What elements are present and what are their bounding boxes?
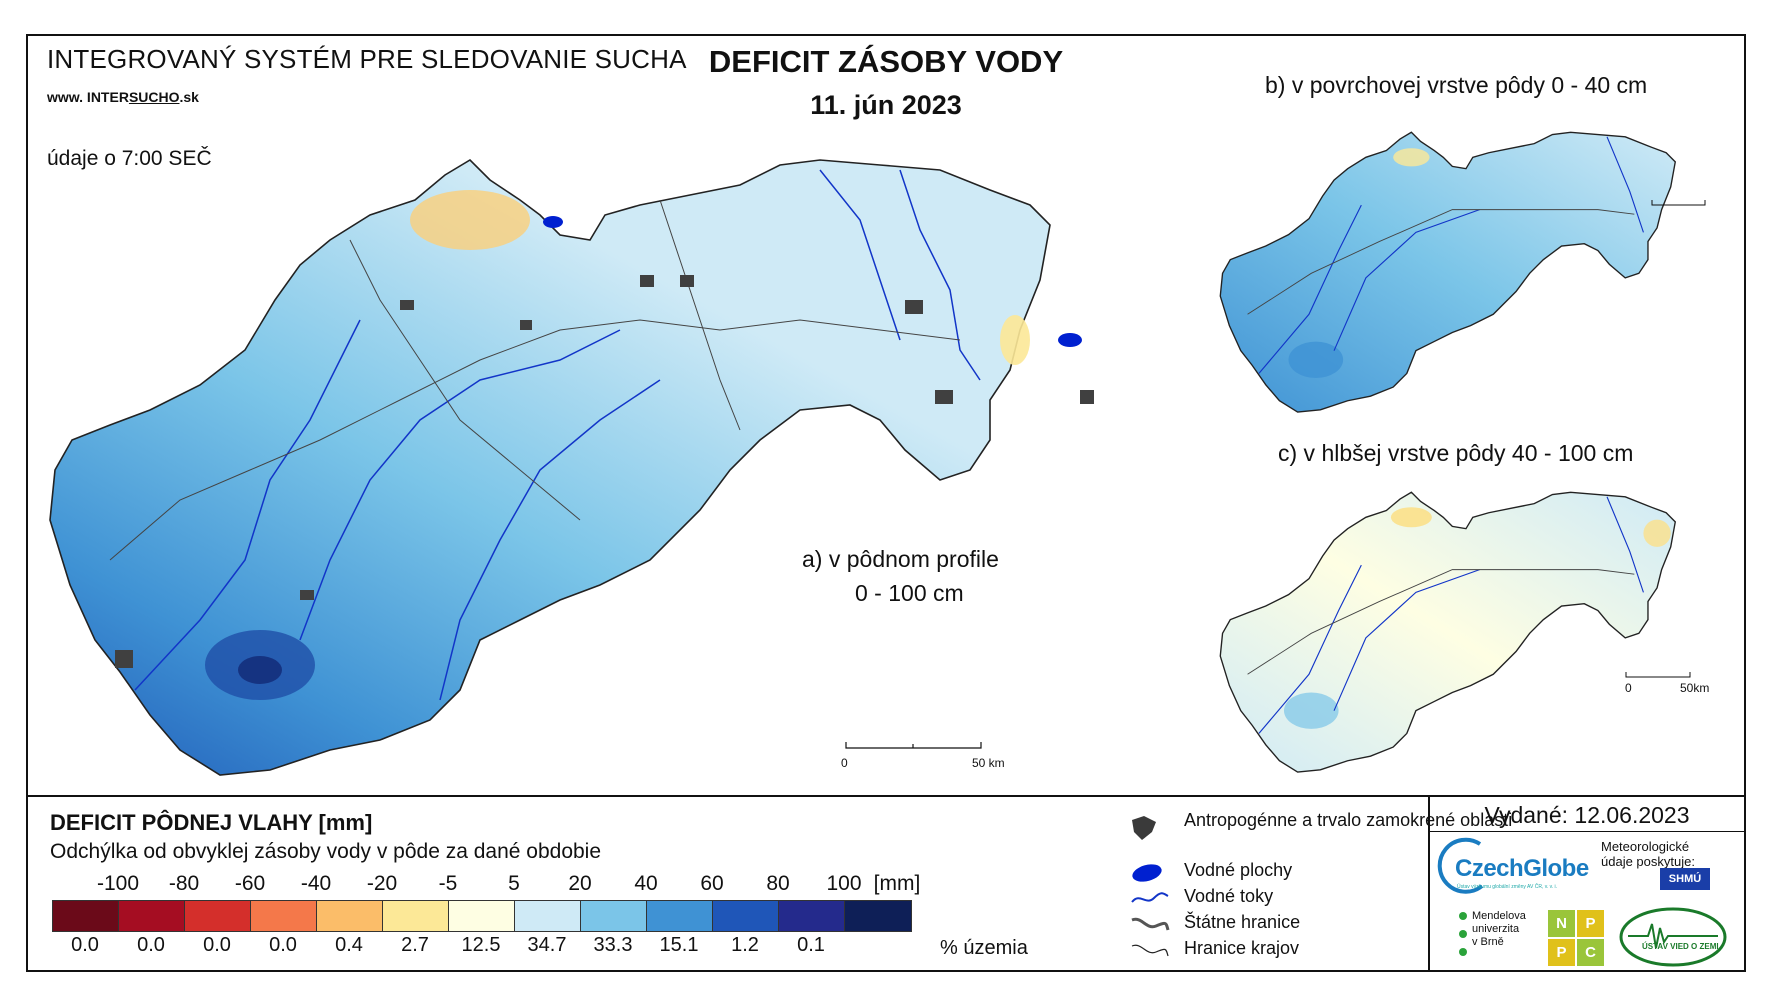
tick-label: -20	[366, 872, 398, 895]
tick-label: -60	[234, 872, 266, 895]
legend-color-swatch	[251, 901, 317, 931]
tick-label: -5	[438, 872, 458, 895]
shmu-logo: SHMÚ	[1660, 868, 1710, 890]
legend-subtitle: Odchýlka od obvyklej zásoby vody v pôde …	[50, 840, 602, 863]
czechglobe-logo-icon	[1437, 837, 1484, 894]
legend-color-swatch	[185, 901, 251, 931]
percent-value: 2.7	[401, 934, 429, 956]
percent-value: 12.5	[461, 934, 501, 956]
system-title: INTEGROVANÝ SYSTÉM PRE SLEDOVANIE SUCHA	[47, 44, 687, 74]
main-scale-end: 50 km	[972, 756, 1005, 770]
percent-value: 0.0	[203, 934, 231, 956]
percent-value: 0.1	[797, 934, 825, 956]
percent-value: 0.0	[137, 934, 165, 956]
region-border-icon	[1131, 944, 1169, 957]
ustav-vied-o-zemi-logo-icon	[1619, 907, 1727, 967]
legend-color-swatch	[119, 901, 185, 931]
tick-label: 40	[634, 872, 658, 895]
percent-value: 0.4	[335, 934, 363, 956]
river-icon	[1131, 892, 1169, 903]
legend-color-bar	[52, 900, 912, 932]
map-b-label: b) v povrchovej vrstve pôdy 0 - 40 cm	[1265, 72, 1648, 98]
legend-color-swatch	[383, 901, 449, 931]
percent-unit: % územia	[940, 937, 1028, 959]
small-scale-zero: 0	[1625, 681, 1632, 695]
meteo-provider-note: Meteorologické údaje poskytuje:	[1601, 839, 1695, 869]
legend-panel	[26, 795, 1746, 972]
uvz-text: ÚSTAV VIED O ZEMI	[1642, 942, 1719, 951]
issued-date: Vydané: 12.06.2023	[1484, 802, 1690, 828]
main-date: 11. jún 2023	[810, 90, 962, 120]
percent-value: 34.7	[527, 934, 567, 956]
map-c	[1219, 491, 1676, 773]
czechglobe-logo-text: CzechGlobe	[1455, 855, 1589, 882]
mendel-university-logo: Mendelova univerzita v Brně	[1472, 910, 1526, 948]
tick-label: -40	[300, 872, 332, 895]
legend-color-swatch	[581, 901, 647, 931]
legend-color-swatch	[647, 901, 713, 931]
mendel-dots-icon	[1459, 912, 1467, 956]
issued-panel	[1428, 795, 1746, 972]
main-title: DEFICIT ZÁSOBY VODY	[708, 44, 1064, 79]
percent-value: 33.3	[593, 934, 633, 956]
urban-area-icon	[1132, 816, 1156, 840]
percent-value: 1.2	[731, 934, 759, 956]
map-b-scale-bar	[1651, 200, 1706, 206]
tick-label: 5	[508, 872, 520, 895]
legend-title: DEFICIT PÔDNEJ VLAHY [mm]	[50, 810, 373, 835]
main-scale-bar	[845, 742, 982, 749]
tick-label: 20	[568, 872, 592, 895]
map-a-label-line2: 0 - 100 cm	[855, 580, 964, 606]
map-a-label-line1: a) v pôdnom profile	[802, 546, 999, 572]
main-map-a	[49, 159, 1094, 776]
tick-label: -80	[168, 872, 200, 895]
percent-value: 15.1	[659, 934, 699, 956]
percent-value: 0.0	[269, 934, 297, 956]
small-scale-end: 50km	[1680, 681, 1710, 695]
tick-label: 80	[766, 872, 790, 895]
water-body-icon	[1132, 864, 1162, 882]
legend-color-swatch	[515, 901, 581, 931]
legend-color-swatch	[53, 901, 119, 931]
percent-value: 0.0	[71, 934, 99, 956]
data-time-note: údaje o 7:00 SEČ	[47, 147, 212, 170]
legend-color-swatch	[845, 901, 911, 931]
czechglobe-subtitle: Ústav výzkumu globální změny AV ČR, v. v…	[1457, 884, 1558, 890]
map-c-scale-bar	[1625, 672, 1691, 678]
tick-unit: [mm]	[873, 872, 921, 895]
legend-color-swatch	[779, 901, 845, 931]
map-b	[1219, 131, 1676, 413]
main-scale-zero: 0	[841, 756, 848, 770]
legend-color-swatch	[449, 901, 515, 931]
tick-label: 100	[826, 872, 862, 895]
legend-color-swatch	[713, 901, 779, 931]
tick-label: 60	[700, 872, 724, 895]
state-border-icon	[1131, 917, 1170, 931]
issued-divider	[1428, 831, 1746, 832]
map-c-label: c) v hlbšej vrstve pôdy 40 - 100 cm	[1278, 440, 1634, 466]
legend-color-swatch	[317, 901, 383, 931]
website-link[interactable]: www. INTERSUCHO.sk	[47, 89, 199, 105]
tick-label: -100	[96, 872, 140, 895]
